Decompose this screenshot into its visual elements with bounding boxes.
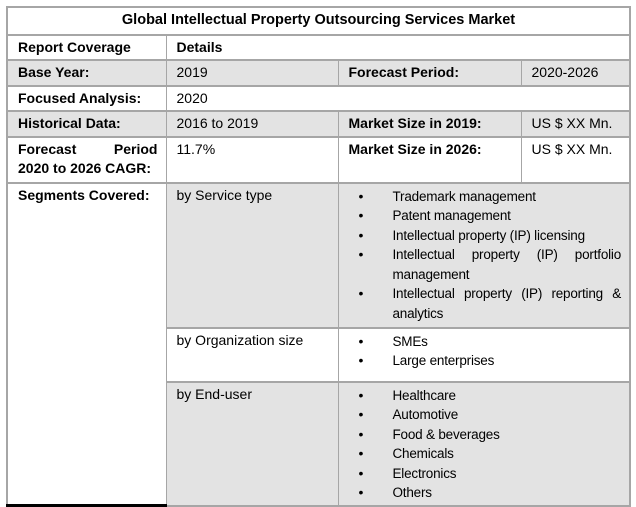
bullet-item: Intellectual property (IP) reporting & a… xyxy=(349,284,621,323)
table-row: Report Coverage Details xyxy=(6,33,631,61)
cagr-label: Forecast Period 2020 to 2026 CAGR: xyxy=(6,135,167,184)
table-row: Historical Data: 2016 to 2019 Market Siz… xyxy=(6,110,631,138)
page-title: Global Intellectual Property Outsourcing… xyxy=(6,6,631,36)
bullet-item: Chemicals xyxy=(349,444,622,464)
report-coverage-table: Global Intellectual Property Outsourcing… xyxy=(6,6,632,507)
bullet-item: Intellectual property (IP) portfolio man… xyxy=(349,245,621,284)
cagr-value: 11.7% xyxy=(165,135,339,184)
market-size-2019-value: US $ XX Mn. xyxy=(520,110,631,138)
bullet-item: Food & beverages xyxy=(349,425,622,445)
market-size-2026-value: US $ XX Mn. xyxy=(520,135,631,184)
market-size-2026-label: Market Size in 2026: xyxy=(337,135,522,184)
segment-group-end-user: by End-user xyxy=(165,380,339,507)
bullet-item: Intellectual property (IP) licensing xyxy=(349,226,622,246)
table-row: by End-user HealthcareAutomotiveFood & b… xyxy=(7,380,631,507)
segment-group-organization-size: by Organization size xyxy=(165,326,339,383)
historical-data-label: Historical Data: xyxy=(6,110,167,138)
segment-group-service-type: by Service type xyxy=(165,181,339,329)
segment-items-service-type: Trademark managementPatent managementInt… xyxy=(337,181,631,329)
forecast-period-label: Forecast Period: xyxy=(337,59,522,87)
segments-covered-label: Segments Covered: xyxy=(6,181,167,507)
table-row: Forecast Period 2020 to 2026 CAGR: 11.7%… xyxy=(6,135,631,184)
bullet-item: SMEs xyxy=(349,332,622,352)
table-row: by Organization size SMEsLarge enterpris… xyxy=(7,326,631,383)
bullet-list: HealthcareAutomotiveFood & beveragesChem… xyxy=(349,385,622,503)
focused-analysis-value: 2020 xyxy=(165,84,631,112)
table-row: Base Year: 2019 Forecast Period: 2020-20… xyxy=(6,59,631,87)
column-header-details: Details xyxy=(165,33,631,61)
segment-items-end-user: HealthcareAutomotiveFood & beveragesChem… xyxy=(337,380,631,507)
segment-items-organization-size: SMEsLarge enterprises xyxy=(337,326,631,383)
bullet-item: Electronics xyxy=(349,464,622,484)
table-row: Focused Analysis: 2020 xyxy=(6,84,631,112)
bullet-item: Patent management xyxy=(349,206,622,226)
bullet-list: Trademark managementPatent managementInt… xyxy=(349,186,622,324)
historical-data-value: 2016 to 2019 xyxy=(165,110,339,138)
bullet-list: SMEsLarge enterprises xyxy=(349,331,622,371)
base-year-value: 2019 xyxy=(165,59,339,87)
bullet-item: Others xyxy=(349,483,622,503)
base-year-label: Base Year: xyxy=(6,59,167,87)
bullet-item: Trademark management xyxy=(349,187,622,207)
table-row: Global Intellectual Property Outsourcing… xyxy=(6,6,631,36)
bullet-item: Large enterprises xyxy=(349,351,622,371)
bullet-item: Healthcare xyxy=(349,386,622,406)
focused-analysis-label: Focused Analysis: xyxy=(6,84,167,112)
forecast-period-value: 2020-2026 xyxy=(520,59,631,87)
column-header-report-coverage: Report Coverage xyxy=(6,33,167,61)
bullet-item: Automotive xyxy=(349,405,622,425)
table-row: Segments Covered: by Service type Tradem… xyxy=(6,181,631,507)
market-size-2019-label: Market Size in 2019: xyxy=(337,110,522,138)
